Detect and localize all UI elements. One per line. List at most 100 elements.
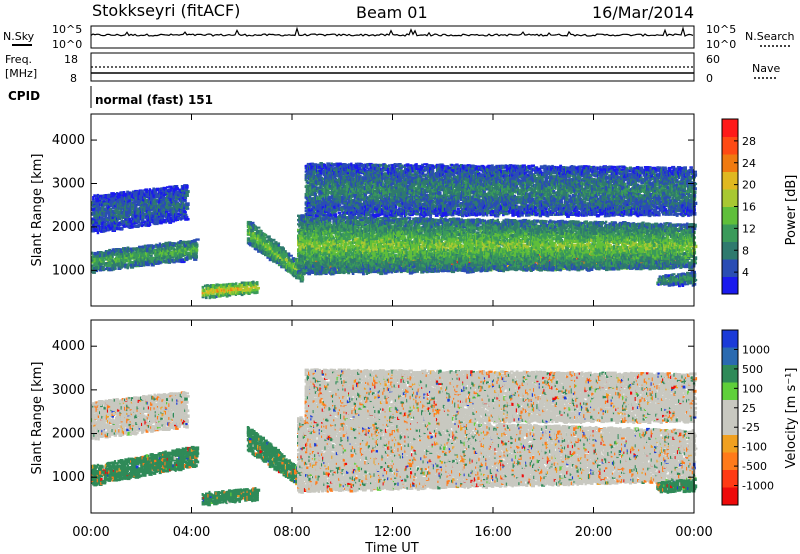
power-cell bbox=[125, 196, 130, 200]
power-cell bbox=[155, 187, 159, 192]
power-cell bbox=[116, 253, 120, 256]
power-cell bbox=[181, 186, 187, 190]
power-cell bbox=[116, 200, 119, 203]
power-cell bbox=[126, 225, 129, 228]
power-cell bbox=[149, 254, 153, 257]
power-cell bbox=[142, 246, 148, 250]
power-cell bbox=[185, 213, 188, 218]
power-cell bbox=[161, 197, 164, 201]
power-cell bbox=[151, 202, 154, 206]
power-cell bbox=[104, 215, 107, 218]
power-cell bbox=[111, 248, 114, 251]
power-cell bbox=[303, 232, 307, 236]
nsky-label: N.Sky bbox=[3, 30, 35, 43]
power-cell bbox=[125, 219, 128, 223]
power-cell bbox=[147, 253, 150, 257]
power-cell bbox=[100, 262, 104, 266]
power-cell bbox=[185, 204, 189, 208]
power-cell bbox=[169, 194, 172, 198]
power-cell bbox=[110, 213, 114, 217]
power-cell bbox=[110, 249, 115, 253]
power-cell bbox=[105, 202, 110, 205]
power-cell bbox=[295, 259, 298, 264]
power-cell bbox=[128, 217, 131, 221]
power-cell bbox=[101, 257, 105, 262]
power-cell bbox=[121, 202, 125, 206]
power-cell bbox=[94, 266, 98, 271]
power-cell bbox=[179, 206, 183, 210]
power-cell bbox=[141, 257, 146, 261]
power-cell bbox=[131, 219, 134, 224]
power-cell bbox=[122, 247, 126, 250]
power-cell bbox=[118, 254, 123, 258]
power-cell bbox=[96, 257, 99, 261]
power-cell bbox=[117, 262, 121, 265]
power-cell bbox=[116, 258, 119, 263]
power-cell bbox=[102, 268, 106, 271]
power-cell bbox=[154, 195, 159, 199]
power-cell bbox=[119, 209, 123, 214]
power-cell bbox=[281, 247, 285, 251]
power-cell bbox=[129, 194, 132, 198]
power-cell bbox=[116, 221, 119, 225]
power-cell bbox=[108, 260, 111, 263]
power-cell bbox=[111, 216, 116, 220]
power-cell bbox=[96, 225, 101, 229]
power-cell bbox=[100, 216, 104, 220]
power-cell bbox=[122, 195, 127, 198]
power-cell bbox=[151, 256, 154, 261]
freq-tick-bottom: 8 bbox=[70, 72, 77, 85]
power-cell bbox=[112, 261, 115, 265]
power-cell bbox=[147, 190, 151, 195]
power-cell bbox=[108, 211, 113, 214]
power-cell bbox=[164, 189, 168, 193]
power-cell bbox=[143, 198, 146, 202]
power-cell bbox=[123, 253, 126, 257]
power-cell bbox=[100, 226, 103, 230]
power-cell bbox=[145, 200, 150, 204]
power-cell bbox=[118, 226, 121, 229]
power-cell bbox=[142, 261, 147, 266]
power-cell bbox=[151, 189, 155, 192]
power-cell bbox=[126, 208, 129, 212]
power-cell bbox=[103, 253, 106, 257]
power-cell bbox=[152, 249, 157, 252]
power-cell bbox=[143, 212, 146, 217]
power-cell bbox=[158, 242, 162, 246]
power-cell bbox=[126, 265, 129, 270]
power-cell bbox=[108, 252, 113, 255]
power-cell bbox=[277, 244, 280, 247]
power-cell bbox=[144, 215, 147, 219]
power-cell bbox=[101, 206, 104, 209]
power-cell bbox=[110, 203, 113, 207]
power-cell bbox=[141, 209, 144, 214]
power-cell bbox=[143, 195, 146, 200]
power-cell bbox=[96, 218, 99, 222]
freq-tick-top: 18 bbox=[64, 53, 78, 66]
nave-tick-bottom: 0 bbox=[706, 72, 713, 85]
power-cell bbox=[94, 254, 97, 257]
power-cell bbox=[159, 254, 162, 259]
power-cell bbox=[110, 201, 113, 204]
power-cell bbox=[146, 254, 149, 257]
power-cell bbox=[97, 214, 100, 218]
power-cell bbox=[154, 256, 157, 259]
power-cell bbox=[116, 257, 120, 261]
power-cell bbox=[134, 203, 138, 208]
power-cell bbox=[161, 216, 165, 220]
power-cell bbox=[131, 213, 136, 217]
power-cell bbox=[147, 244, 150, 248]
power-cell bbox=[156, 215, 159, 219]
power-cell bbox=[164, 211, 169, 214]
power-cell bbox=[159, 257, 165, 262]
power-cell bbox=[179, 200, 183, 203]
power-cell bbox=[113, 250, 117, 254]
power-cell bbox=[93, 203, 98, 206]
power-cell bbox=[166, 186, 169, 189]
power-cell bbox=[155, 208, 158, 211]
power-cell bbox=[164, 207, 168, 211]
power-cell bbox=[205, 296, 208, 300]
power-cell bbox=[119, 260, 122, 264]
power-cell bbox=[136, 190, 140, 193]
power-cell bbox=[135, 192, 140, 196]
